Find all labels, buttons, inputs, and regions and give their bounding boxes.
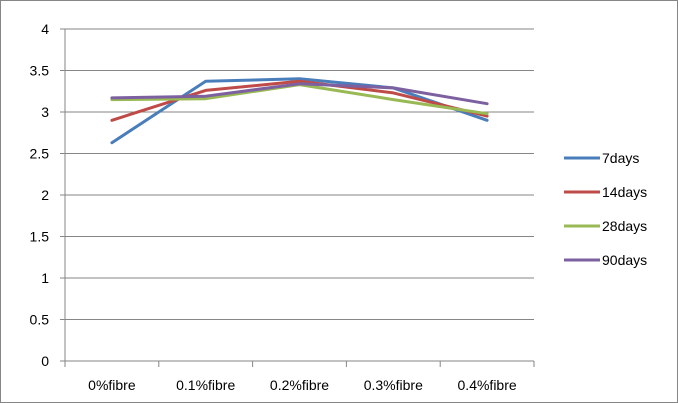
y-tick-label: 1.5 (30, 229, 50, 245)
series-line-7days (110, 77, 489, 145)
legend-label-14days: 14days (602, 184, 647, 200)
y-tick-label: 3.5 (30, 63, 50, 79)
y-tick-label: 2.5 (30, 146, 50, 162)
y-tick-label: 2 (41, 187, 49, 203)
series-line-28days (110, 83, 489, 116)
x-tick-label: 0%fibre (88, 377, 136, 393)
series-line-14days (110, 79, 489, 122)
y-tick-label: 1 (41, 270, 49, 286)
y-tick-label: 0.5 (30, 312, 50, 328)
x-tick-label: 0.1%fibre (176, 377, 235, 393)
y-tick-label: 3 (41, 104, 49, 120)
legend-label-7days: 7days (602, 150, 639, 166)
legend-label-28days: 28days (602, 218, 647, 234)
x-tick-label: 0.3%fibre (364, 377, 423, 393)
x-tick-label: 0.2%fibre (270, 377, 329, 393)
y-tick-label: 4 (41, 21, 49, 37)
series-line-90days (110, 82, 489, 106)
legend-label-90days: 90days (602, 252, 647, 268)
x-tick-label: 0.4%fibre (458, 377, 517, 393)
y-tick-label: 0 (41, 353, 49, 369)
